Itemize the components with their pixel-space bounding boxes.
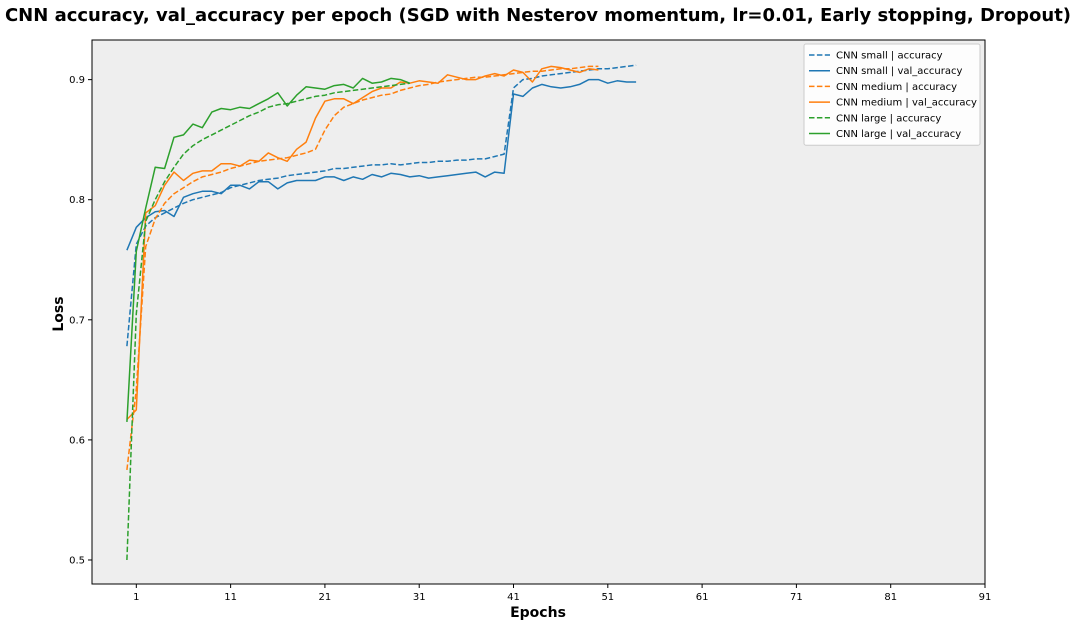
legend-label: CNN small | val_accuracy — [836, 66, 963, 77]
x-tick-label: 81 — [884, 592, 897, 603]
series-line-3 — [126, 65, 599, 421]
x-tick-label: 51 — [601, 592, 614, 603]
series-line-1 — [126, 78, 637, 251]
chart-title: CNN accuracy, val_accuracy per epoch (SG… — [5, 5, 1071, 26]
series-line-4 — [126, 82, 410, 561]
x-tick-label: 91 — [979, 592, 992, 603]
series-layer — [126, 64, 637, 561]
y-tick-label: 0.9 — [69, 75, 85, 86]
y-tick-label: 0.7 — [69, 315, 85, 326]
x-axis: 1 11 21 31 41 51 61 71 81 91 — [133, 584, 991, 603]
x-axis-label: Epochs — [510, 605, 566, 621]
legend-label: CNN large | accuracy — [836, 113, 941, 124]
legend-label: CNN large | val_accuracy — [836, 129, 961, 140]
y-tick-label: 0.5 — [69, 555, 85, 566]
series-line-2 — [126, 65, 599, 470]
y-axis: 0.5 0.6 0.7 0.8 0.9 — [69, 75, 92, 566]
legend-label: CNN medium | accuracy — [836, 82, 957, 93]
series-line-0 — [126, 64, 637, 347]
y-tick-label: 0.8 — [69, 195, 85, 206]
legend-label: CNN small | accuracy — [836, 51, 943, 62]
y-tick-label: 0.6 — [69, 435, 85, 446]
plot-frame — [91, 39, 986, 585]
x-tick-label: 1 — [133, 592, 139, 603]
series-line-5 — [126, 77, 411, 422]
legend-box — [803, 43, 981, 146]
x-tick-label: 11 — [224, 592, 237, 603]
y-axis-label: Loss — [51, 296, 67, 331]
legend: CNN small | accuracy CNN small | val_accu… — [803, 43, 981, 146]
x-tick-label: 71 — [790, 592, 803, 603]
x-tick-label: 61 — [696, 592, 709, 603]
x-tick-label: 41 — [507, 592, 520, 603]
x-tick-label: 21 — [319, 592, 332, 603]
x-tick-label: 31 — [413, 592, 426, 603]
legend-label: CNN medium | val_accuracy — [836, 98, 977, 109]
